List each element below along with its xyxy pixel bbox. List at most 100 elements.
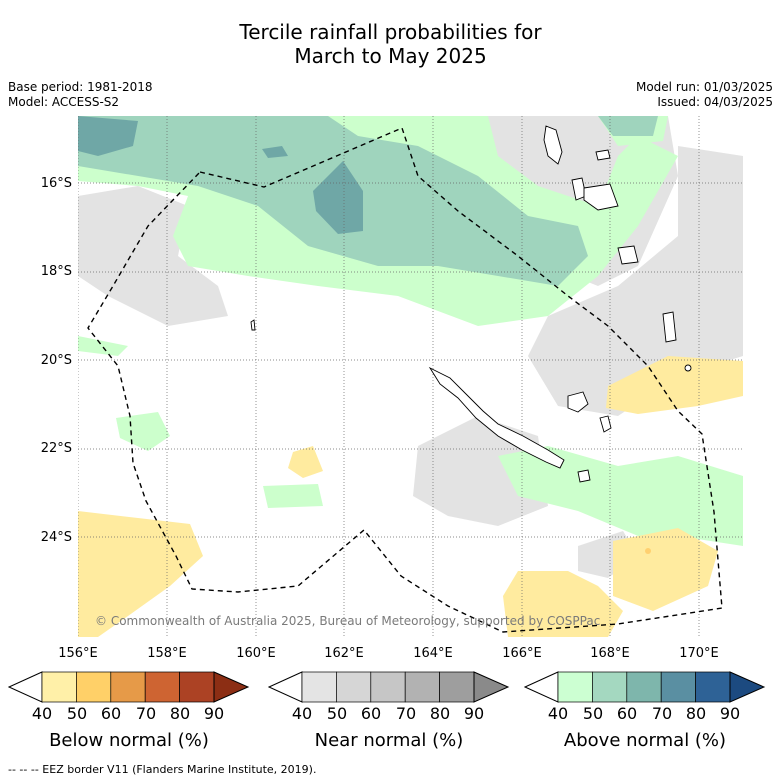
above-50-south [498, 446, 743, 546]
tick-above-70: 70 [651, 704, 673, 723]
colorbar-above-tail [524, 671, 559, 703]
island-loyalty-2 [599, 415, 612, 433]
tick-below-80: 80 [169, 704, 191, 723]
eez-border [87, 127, 723, 633]
lon-label-156e: 156°E [58, 646, 98, 661]
below-50-se [503, 571, 623, 637]
near-patch-east [528, 146, 743, 416]
lon-label-164e: 164°E [413, 646, 453, 661]
lat-label-20s: 20°S [40, 353, 72, 368]
below-50-east [613, 528, 718, 611]
lon-label-166e: 166°E [502, 646, 542, 661]
tick-near-50: 50 [326, 704, 348, 723]
vanuatu-5 [595, 149, 611, 161]
colorbar-above-box-3 [626, 671, 662, 703]
map-title: Tercile rainfall probabilities for March… [0, 20, 781, 68]
colorbar-near-head [473, 671, 510, 703]
island-east-1 [662, 311, 677, 343]
above-70-layer [78, 116, 363, 234]
tick-near-80: 80 [429, 704, 451, 723]
above-70-nw [78, 116, 138, 156]
lat-label-24s: 24°S [40, 530, 72, 545]
above-70-central [313, 161, 363, 234]
vanuatu-4 [617, 245, 639, 265]
colorbar-below-tail [8, 671, 43, 703]
colorbar-below-box-4 [144, 671, 180, 703]
colorbar-below [8, 671, 250, 703]
tick-near-60: 60 [360, 704, 382, 723]
above-50-sw-blob [263, 484, 323, 508]
colorbar-below-box-1 [41, 671, 77, 703]
colorbar-near-tail [268, 671, 303, 703]
lon-label-162e: 162°E [324, 646, 364, 661]
colorbar-below-box-2 [76, 671, 112, 703]
island-loyalty-3 [577, 469, 591, 483]
below-50-right [606, 356, 743, 414]
lon-label-170e: 170°E [679, 646, 719, 661]
below-layer [78, 356, 743, 637]
colorbar-above-label: Above normal (%) [563, 730, 727, 751]
colorbar-below-box-3 [110, 671, 146, 703]
colorbar-near-box-4 [404, 671, 440, 703]
tick-above-50: 50 [582, 704, 604, 723]
base-period: Base period: 1981-2018 [8, 80, 153, 94]
above-50-west-strip [78, 336, 128, 356]
colorbar-above-box-1 [557, 671, 593, 703]
title-line-2: March to May 2025 [294, 44, 487, 68]
lat-label-18s: 18°S [40, 264, 72, 279]
tick-above-80: 80 [685, 704, 707, 723]
tick-below-40: 40 [31, 704, 53, 723]
tick-above-60: 60 [616, 704, 638, 723]
island-loyalty-1 [567, 391, 589, 413]
colorbar-below-box-5 [179, 671, 215, 703]
eez-footer-note: -- -- -- EEZ border V11 (Flanders Marine… [8, 763, 317, 776]
colorbar-near-box-5 [439, 671, 475, 703]
map-credit: © Commonwealth of Australia 2025, Bureau… [95, 614, 601, 628]
tick-near-40: 40 [291, 704, 313, 723]
meta-right: Model run: 01/03/2025 Issued: 04/03/2025 [636, 80, 773, 110]
colorbar-near-box-3 [370, 671, 406, 703]
model-name: Model: ACCESS-S2 [8, 95, 120, 109]
colorbar-near [268, 671, 510, 703]
coastlines [250, 125, 692, 483]
colorbar-below-head [213, 671, 250, 703]
vanuatu-3 [583, 183, 619, 211]
model-run: Model run: 01/03/2025 [635, 80, 773, 94]
below-60-spot [645, 548, 651, 554]
colorbar-above-box-2 [592, 671, 628, 703]
colorbar-below-label: Below normal (%) [49, 730, 209, 751]
lon-label-168e: 168°E [590, 646, 630, 661]
map-panel [78, 116, 743, 637]
colorbar-near-label: Near normal (%) [314, 730, 464, 751]
tick-below-90: 90 [203, 704, 225, 723]
vanuatu-1 [543, 125, 563, 165]
below-50-center [288, 446, 323, 478]
colorbar-above-box-5 [695, 671, 731, 703]
colorbar-near-box-1 [301, 671, 337, 703]
above-50-west-blob [116, 412, 170, 451]
map-canvas [78, 116, 743, 637]
lon-label-158e: 158°E [147, 646, 187, 661]
island-east-2 [684, 364, 692, 372]
colorbar-near-box-2 [336, 671, 372, 703]
meta-left: Base period: 1981-2018 Model: ACCESS-S2 [8, 80, 153, 110]
title-line-1: Tercile rainfall probabilities for [239, 20, 542, 44]
colorbar-above [524, 671, 766, 703]
lat-label-16s: 16°S [40, 176, 72, 191]
issued-date: Issued: 04/03/2025 [657, 95, 773, 109]
new-caledonia [428, 366, 565, 469]
tick-below-60: 60 [100, 704, 122, 723]
tick-above-40: 40 [547, 704, 569, 723]
tick-near-90: 90 [463, 704, 485, 723]
tick-below-50: 50 [66, 704, 88, 723]
tick-below-70: 70 [135, 704, 157, 723]
colorbar-above-box-4 [660, 671, 696, 703]
colorbar-above-head [729, 671, 766, 703]
above-70-small [262, 146, 288, 158]
island-small-west [250, 319, 256, 331]
below-50-sw [78, 511, 203, 637]
near-patch-west [78, 186, 228, 326]
tick-above-90: 90 [719, 704, 741, 723]
tick-near-70: 70 [395, 704, 417, 723]
lat-label-22s: 22°S [40, 441, 72, 456]
